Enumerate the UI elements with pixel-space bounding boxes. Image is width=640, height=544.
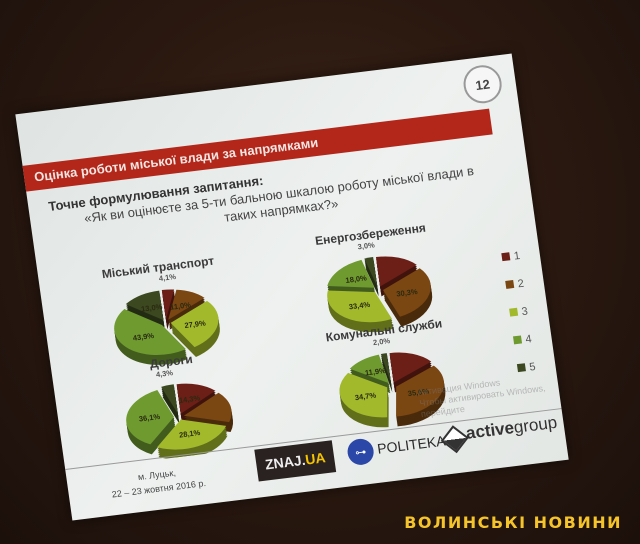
footer-place: м. Луцьк, 22 – 23 жовтня 2016 р.: [86, 459, 229, 504]
group-text: group: [512, 412, 559, 437]
pie-slice-side: [381, 361, 393, 391]
pie-slice-3: [327, 290, 393, 323]
pie-slice-1: [375, 256, 417, 287]
pie-slice-2: [183, 392, 232, 423]
pie-slice-5: [380, 353, 391, 383]
legend-swatch-2: [505, 279, 515, 289]
politeka-logo: POLITEKA: [376, 432, 447, 457]
pie-slice-3: [157, 419, 227, 450]
news-logo: ВОЛИНСЬКІ НОВИНИ: [404, 513, 622, 532]
pie-data-label: 30,3%: [396, 287, 419, 299]
pie-data-label: 11,0%: [170, 300, 192, 311]
pie-data-label: 33,4%: [348, 300, 371, 312]
pie-slice-3: [339, 372, 388, 418]
legend-label: 3: [521, 306, 529, 319]
pie-data-label: 28,1%: [178, 428, 201, 440]
pie-slice-2: [382, 268, 431, 317]
pie-slice-side: [381, 355, 392, 385]
chart-title: Дороги: [149, 352, 194, 371]
pie-data-label: 18,0%: [345, 273, 368, 285]
pie-slice-3: [170, 300, 219, 348]
pie-data-label: 36,1%: [138, 412, 161, 424]
pie-data-label: 27,9%: [184, 318, 207, 330]
legend-swatch-5: [516, 363, 526, 373]
pie-slice-1: [389, 352, 432, 383]
presentation-slide: 12 Оцінка роботи міської влади за напрям…: [15, 53, 569, 521]
legend-label: 1: [513, 250, 521, 263]
pie-slice-4: [126, 389, 175, 445]
pie-slice-side: [381, 357, 392, 387]
pie-data-label: 43,9%: [132, 331, 155, 343]
legend-label: 2: [517, 278, 525, 291]
legend-swatch-1: [501, 252, 511, 262]
pie-data-label: 4,1%: [158, 272, 177, 283]
pie-slice-5: [161, 384, 178, 414]
legend-label: 4: [525, 333, 533, 346]
znaj-text: ZNAJ.: [264, 451, 307, 473]
pie-charts: Міський транспорт4,1%11,0%27,9%43,9%13,0…: [101, 221, 537, 460]
pie-data-label: 13,0%: [141, 302, 164, 314]
pie-slice-1: [161, 289, 175, 320]
pie-data-label: 35,6%: [407, 387, 430, 399]
pie-data-label: 2,0%: [372, 336, 391, 347]
znaj-logo: ZNAJ. UA: [254, 440, 337, 482]
pie-data-label: 34,7%: [354, 391, 377, 403]
legend-swatch-4: [512, 335, 523, 345]
key-icon: ⊶: [345, 437, 376, 467]
pie-slice-side: [382, 362, 393, 393]
pie-slice-2: [168, 289, 205, 320]
pie-slice-4: [114, 309, 186, 355]
pie-slice-5: [125, 290, 164, 321]
znaj-ua-text: UA: [304, 449, 327, 468]
legend-label: 5: [529, 361, 537, 374]
active-text: active: [464, 418, 516, 443]
pie-data-label: 3,0%: [357, 240, 376, 251]
legend-swatch-3: [509, 307, 519, 317]
pie-slice-1: [176, 383, 216, 414]
pie-data-label: 11,9%: [364, 366, 386, 377]
pie-data-label: 4,3%: [155, 368, 174, 379]
pie-slice-4: [327, 259, 375, 288]
pie-slice-side: [381, 359, 392, 389]
pie-slice-4: [349, 354, 389, 384]
pie-slice-5: [364, 257, 378, 287]
pie-data-label: 14,3%: [178, 393, 201, 405]
pie-slice-2: [396, 365, 444, 417]
